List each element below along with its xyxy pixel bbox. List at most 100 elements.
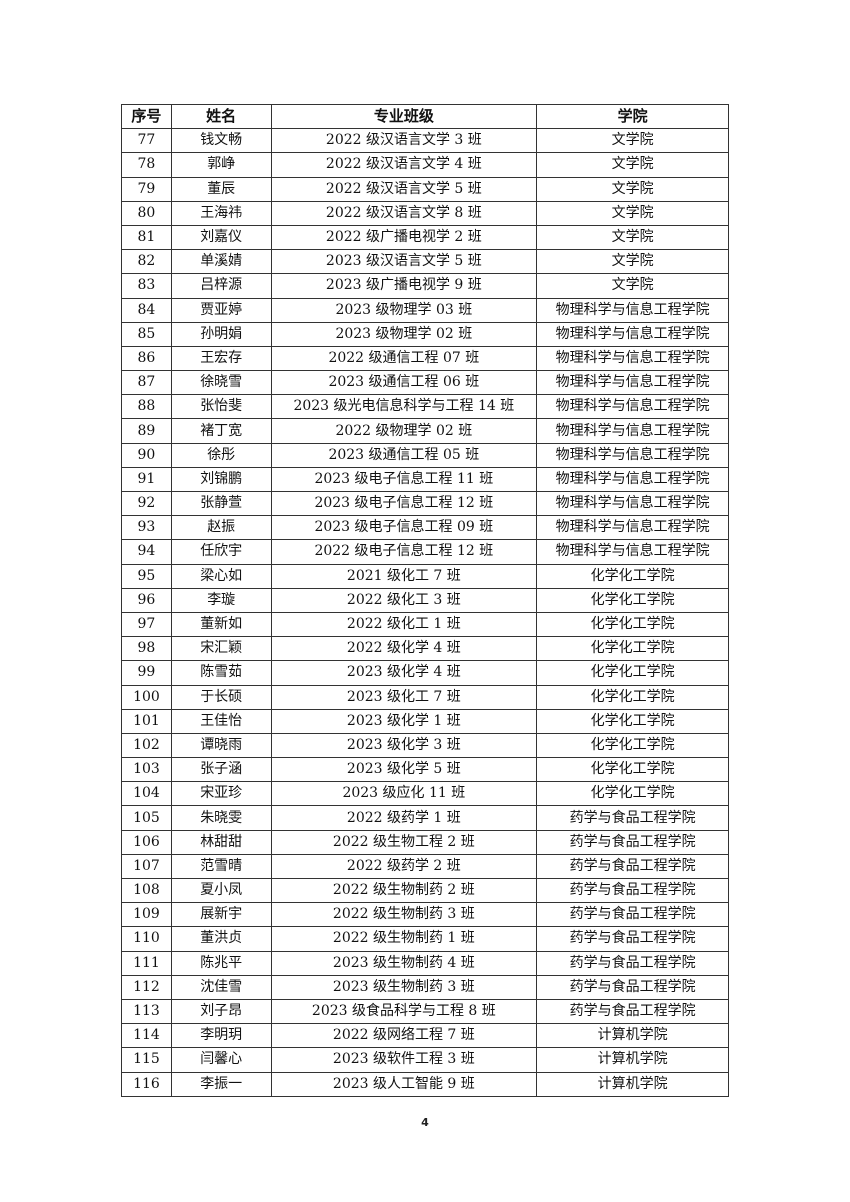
cell-name: 李振一 bbox=[170, 1071, 272, 1097]
cell-index: 78 bbox=[121, 152, 172, 178]
table-row: 98 宋汇颖 2022 级化学 4 班化学化工学院 bbox=[121, 636, 729, 662]
table-row: 80 王海祎 2022 级汉语言文学 8 班文学院 bbox=[121, 200, 729, 226]
table-row: 109 展新宇 2022 级生物制药 3 班药学与食品工程学院 bbox=[121, 902, 729, 928]
cell-index: 107 bbox=[121, 853, 172, 880]
cell-name: 董辰 bbox=[170, 176, 272, 202]
cell-index: 100 bbox=[121, 684, 172, 710]
cell-index: 82 bbox=[121, 249, 172, 275]
cell-class: 2023 级人工智能 9 班 bbox=[270, 1071, 538, 1097]
cell-name: 任欣宇 bbox=[170, 539, 272, 565]
table-row: 84 贾亚婷 2023 级物理学 03 班物理科学与信息工程学院 bbox=[121, 297, 729, 323]
cell-college: 化学化工学院 bbox=[536, 757, 729, 783]
cell-college: 文学院 bbox=[536, 152, 729, 178]
cell-index: 96 bbox=[121, 587, 172, 613]
table-row: 111 陈兆平 2023 级生物制药 4 班药学与食品工程学院 bbox=[121, 950, 729, 976]
header-college: 学院 bbox=[536, 103, 729, 130]
cell-index: 102 bbox=[121, 732, 172, 759]
cell-name: 宋亚珍 bbox=[170, 781, 272, 807]
cell-index: 94 bbox=[121, 539, 172, 565]
table-row: 97 董新如 2022 级化工 1 班化学化工学院 bbox=[121, 611, 729, 638]
cell-name: 夏小凤 bbox=[170, 877, 272, 904]
cell-index: 111 bbox=[121, 950, 172, 976]
table-header-row: 序号 姓名 专业班级 学院 bbox=[121, 103, 729, 130]
table-row: 106 林甜甜 2022 级生物工程 2 班药学与食品工程学院 bbox=[121, 829, 729, 855]
table-row: 79 董辰 2022 级汉语言文学 5 班文学院 bbox=[121, 176, 729, 202]
cell-index: 106 bbox=[121, 829, 172, 855]
table-row: 88 张怡斐 2023 级光电信息科学与工程 14 班物理科学与信息工程学院 bbox=[121, 394, 729, 420]
table-row: 108 夏小凤 2022 级生物制药 2 班药学与食品工程学院 bbox=[121, 877, 729, 904]
cell-name: 范雪晴 bbox=[170, 853, 272, 880]
cell-name: 张子涵 bbox=[170, 757, 272, 783]
cell-class: 2022 级广播电视学 2 班 bbox=[270, 224, 538, 251]
table-row: 113 刘子昂 2023 级食品科学与工程 8 班药学与食品工程学院 bbox=[121, 998, 729, 1025]
table-row: 92 张静萱 2023 级电子信息工程 12 班物理科学与信息工程学院 bbox=[121, 490, 729, 517]
cell-college: 药学与食品工程学院 bbox=[536, 998, 729, 1025]
cell-class: 2022 级化工 1 班 bbox=[270, 611, 538, 638]
cell-name: 张静萱 bbox=[170, 490, 272, 517]
cell-index: 105 bbox=[121, 805, 172, 831]
cell-college: 文学院 bbox=[536, 200, 729, 226]
cell-index: 113 bbox=[121, 998, 172, 1025]
cell-name: 王佳怡 bbox=[170, 708, 272, 734]
cell-index: 109 bbox=[121, 902, 172, 928]
cell-index: 95 bbox=[121, 563, 172, 589]
cell-college: 物理科学与信息工程学院 bbox=[536, 418, 729, 444]
table-row: 99 陈雪茹 2023 级化学 4 班化学化工学院 bbox=[121, 660, 729, 686]
cell-college: 药学与食品工程学院 bbox=[536, 950, 729, 976]
cell-name: 单溪婧 bbox=[170, 249, 272, 275]
cell-index: 88 bbox=[121, 394, 172, 420]
cell-name: 张怡斐 bbox=[170, 394, 272, 420]
cell-college: 药学与食品工程学院 bbox=[536, 902, 729, 928]
cell-index: 99 bbox=[121, 660, 172, 686]
table-row: 83 吕梓源 2023 级广播电视学 9 班文学院 bbox=[121, 273, 729, 299]
table-row: 96 李璇 2022 级化工 3 班化学化工学院 bbox=[121, 587, 729, 613]
cell-college: 文学院 bbox=[536, 224, 729, 251]
cell-index: 92 bbox=[121, 490, 172, 517]
cell-name: 李璇 bbox=[170, 587, 272, 613]
cell-name: 刘锦鹏 bbox=[170, 466, 272, 493]
cell-class: 2023 级电子信息工程 11 班 bbox=[270, 466, 538, 493]
table-row: 87 徐晓雪 2023 级通信工程 06 班物理科学与信息工程学院 bbox=[121, 370, 729, 396]
cell-college: 药学与食品工程学院 bbox=[536, 974, 729, 1000]
cell-college: 物理科学与信息工程学院 bbox=[536, 466, 729, 493]
cell-college: 文学院 bbox=[536, 273, 729, 299]
cell-class: 2022 级化工 3 班 bbox=[270, 587, 538, 613]
cell-college: 化学化工学院 bbox=[536, 708, 729, 734]
cell-index: 87 bbox=[121, 370, 172, 396]
cell-name: 朱晓雯 bbox=[170, 805, 272, 831]
header-name: 姓名 bbox=[170, 103, 272, 130]
cell-college: 计算机学院 bbox=[536, 1023, 729, 1049]
table-row: 90 徐彤 2023 级通信工程 05 班物理科学与信息工程学院 bbox=[121, 442, 729, 468]
cell-class: 2023 级软件工程 3 班 bbox=[270, 1047, 538, 1073]
cell-class: 2022 级生物制药 2 班 bbox=[270, 877, 538, 904]
cell-name: 陈兆平 bbox=[170, 950, 272, 976]
cell-college: 文学院 bbox=[536, 128, 729, 154]
table-row: 107 范雪晴 2022 级药学 2 班药学与食品工程学院 bbox=[121, 853, 729, 880]
cell-index: 89 bbox=[121, 418, 172, 444]
cell-class: 2023 级通信工程 05 班 bbox=[270, 442, 538, 468]
table-row: 85 孙明娟 2023 级物理学 02 班物理科学与信息工程学院 bbox=[121, 321, 729, 347]
cell-class: 2022 级汉语言文学 4 班 bbox=[270, 152, 538, 178]
cell-name: 刘嘉仪 bbox=[170, 224, 272, 251]
cell-class: 2023 级化学 1 班 bbox=[270, 708, 538, 734]
table-row: 100 于长硕 2023 级化工 7 班化学化工学院 bbox=[121, 684, 729, 710]
cell-college: 物理科学与信息工程学院 bbox=[536, 345, 729, 372]
cell-index: 91 bbox=[121, 466, 172, 493]
cell-college: 物理科学与信息工程学院 bbox=[536, 394, 729, 420]
cell-class: 2022 级物理学 02 班 bbox=[270, 418, 538, 444]
cell-name: 徐彤 bbox=[170, 442, 272, 468]
cell-name: 刘子昂 bbox=[170, 998, 272, 1025]
cell-college: 物理科学与信息工程学院 bbox=[536, 539, 729, 565]
cell-class: 2022 级汉语言文学 3 班 bbox=[270, 128, 538, 154]
table-row: 89 褚丁宽 2022 级物理学 02 班物理科学与信息工程学院 bbox=[121, 418, 729, 444]
cell-college: 物理科学与信息工程学院 bbox=[536, 297, 729, 323]
table-row: 81 刘嘉仪 2022 级广播电视学 2 班文学院 bbox=[121, 224, 729, 251]
cell-name: 孙明娟 bbox=[170, 321, 272, 347]
table-row: 105 朱晓雯 2022 级药学 1 班药学与食品工程学院 bbox=[121, 805, 729, 831]
cell-class: 2023 级应化 11 班 bbox=[270, 781, 538, 807]
cell-college: 文学院 bbox=[536, 249, 729, 275]
cell-class: 2022 级电子信息工程 12 班 bbox=[270, 539, 538, 565]
cell-class: 2023 级生物制药 3 班 bbox=[270, 974, 538, 1000]
cell-class: 2021 级化工 7 班 bbox=[270, 563, 538, 589]
cell-class: 2023 级物理学 02 班 bbox=[270, 321, 538, 347]
